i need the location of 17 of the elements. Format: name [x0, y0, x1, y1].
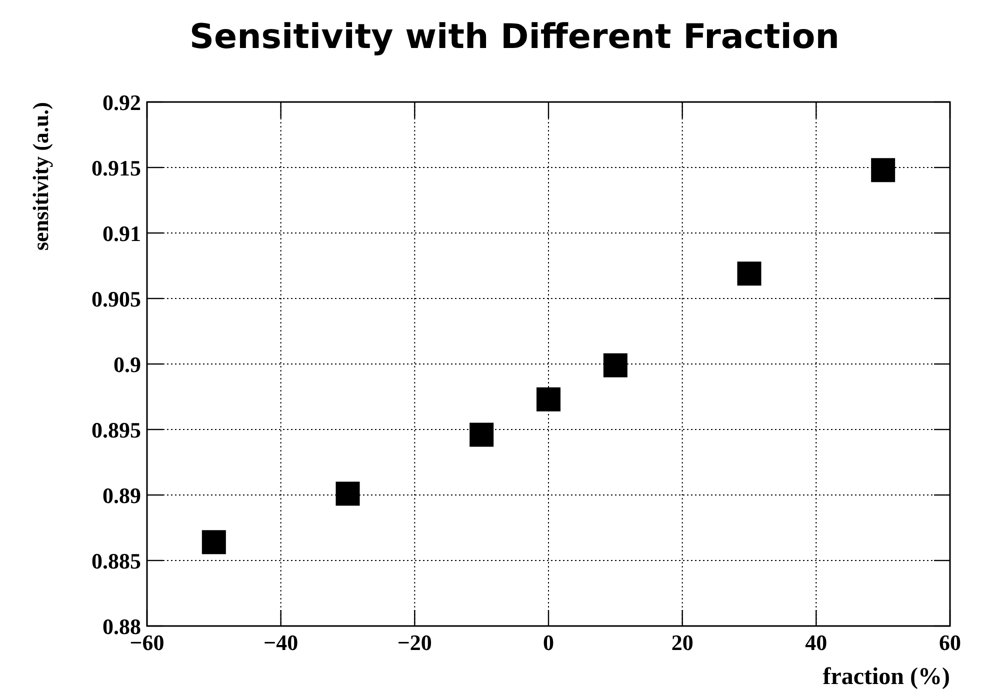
x-tick-label: 60 — [939, 630, 961, 655]
x-tick-label: −40 — [264, 630, 298, 655]
x-tick-label: 20 — [671, 630, 694, 655]
y-tick-label: 0.89 — [102, 483, 141, 508]
y-tick-label: 0.91 — [102, 221, 141, 246]
chart-title: Sensitivity with Different Fraction — [190, 17, 840, 57]
y-axis-title: sensitivity (a.u.) — [28, 102, 53, 250]
x-tick-label: −20 — [397, 630, 432, 655]
y-tick-label: 0.885 — [92, 548, 141, 574]
y-tick-label: 0.895 — [92, 418, 141, 442]
y-tick-label: 0.92 — [102, 90, 141, 115]
x-tick-label: 0 — [543, 630, 554, 655]
x-axis-title: fraction (%) — [822, 664, 950, 690]
y-tick-label: 0.9 — [114, 352, 141, 377]
x-tick-label: 40 — [805, 630, 828, 655]
y-tick-label: 0.915 — [92, 156, 141, 180]
y-tick-label: 0.905 — [92, 286, 141, 312]
